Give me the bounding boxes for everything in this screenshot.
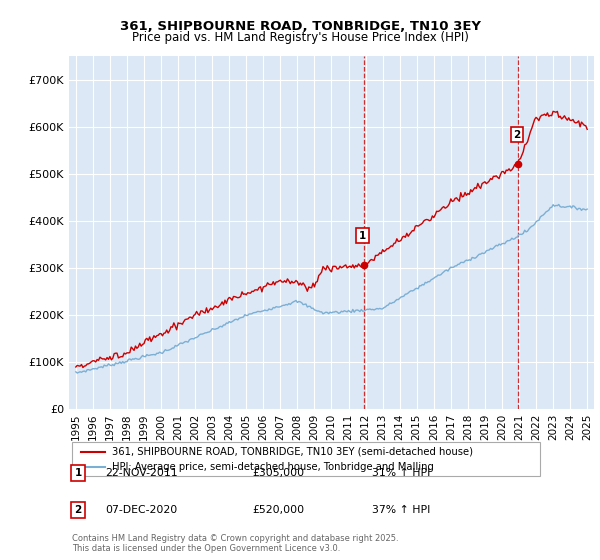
Text: 361, SHIPBOURNE ROAD, TONBRIDGE, TN10 3EY: 361, SHIPBOURNE ROAD, TONBRIDGE, TN10 3E… — [119, 20, 481, 32]
Text: 07-DEC-2020: 07-DEC-2020 — [105, 505, 177, 515]
Text: 361, SHIPBOURNE ROAD, TONBRIDGE, TN10 3EY (semi-detached house): 361, SHIPBOURNE ROAD, TONBRIDGE, TN10 3E… — [112, 447, 473, 457]
Text: 1: 1 — [359, 231, 367, 241]
Text: 37% ↑ HPI: 37% ↑ HPI — [372, 505, 430, 515]
Text: Price paid vs. HM Land Registry's House Price Index (HPI): Price paid vs. HM Land Registry's House … — [131, 31, 469, 44]
Text: 31% ↑ HPI: 31% ↑ HPI — [372, 468, 430, 478]
Text: 2: 2 — [513, 130, 520, 140]
Text: Contains HM Land Registry data © Crown copyright and database right 2025.
This d: Contains HM Land Registry data © Crown c… — [72, 534, 398, 553]
Text: £305,000: £305,000 — [252, 468, 304, 478]
Text: HPI: Average price, semi-detached house, Tonbridge and Malling: HPI: Average price, semi-detached house,… — [112, 461, 434, 472]
Text: 1: 1 — [74, 468, 82, 478]
Text: 22-NOV-2011: 22-NOV-2011 — [105, 468, 178, 478]
Text: 2: 2 — [74, 505, 82, 515]
Text: £520,000: £520,000 — [252, 505, 304, 515]
